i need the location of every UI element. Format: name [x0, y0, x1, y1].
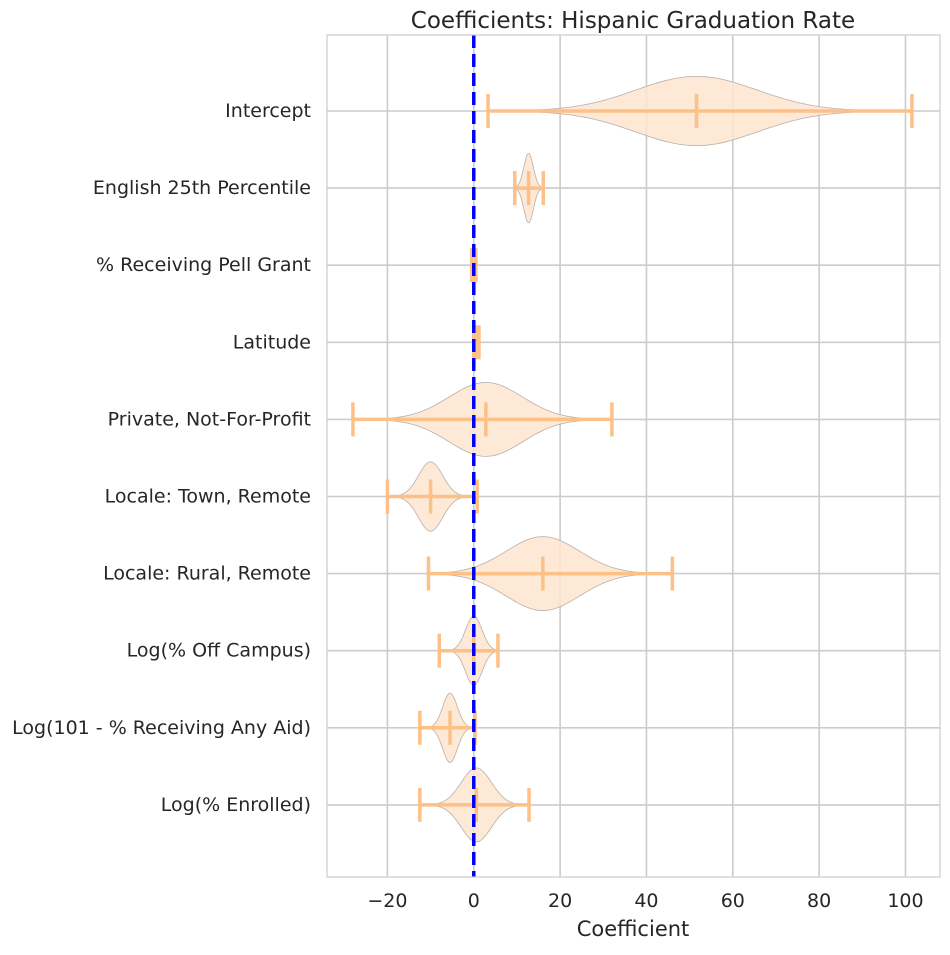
plot-background — [327, 35, 940, 877]
category-label: Intercept — [225, 100, 311, 122]
category-label: Log(101 - % Receiving Any Aid) — [12, 717, 311, 739]
whiskers — [351, 94, 914, 822]
category-label: Log(% Enrolled) — [161, 794, 311, 816]
x-axis-label: Coefficient — [577, 917, 690, 941]
x-tick-label: 40 — [634, 890, 658, 912]
x-tick-label: 20 — [548, 890, 572, 912]
category-label: Private, Not-For-Profit — [108, 408, 311, 430]
category-label: Latitude — [233, 331, 311, 353]
y-tick-labels: Intercept English 25th Percentile % Receiv… — [12, 100, 311, 816]
chart-title: Coefficients: Hispanic Graduation Rate — [411, 8, 855, 34]
x-tick-label: 0 — [468, 890, 480, 912]
category-label: English 25th Percentile — [93, 177, 311, 199]
x-tick-label: −20 — [367, 890, 407, 912]
category-label: % Receiving Pell Grant — [96, 254, 311, 276]
x-tick-label: 60 — [721, 890, 745, 912]
category-label: Locale: Rural, Remote — [103, 563, 311, 585]
x-tick-label: 80 — [807, 890, 831, 912]
plot-frame — [326, 34, 941, 878]
x-tick-labels: −20 0 20 40 60 80 100 — [367, 890, 923, 912]
x-tick-label: 100 — [887, 890, 923, 912]
category-label: Locale: Town, Remote — [105, 486, 311, 508]
category-label: Log(% Off Campus) — [127, 640, 311, 662]
